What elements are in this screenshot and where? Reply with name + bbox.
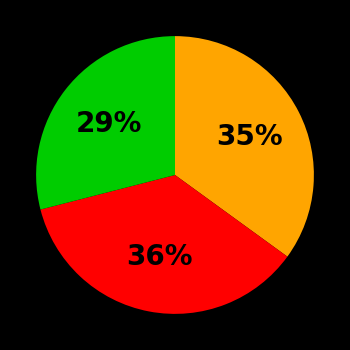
Wedge shape [41, 175, 287, 314]
Wedge shape [36, 36, 175, 210]
Wedge shape [175, 36, 314, 257]
Text: 29%: 29% [76, 110, 142, 138]
Text: 36%: 36% [126, 243, 192, 271]
Text: 35%: 35% [216, 123, 282, 151]
